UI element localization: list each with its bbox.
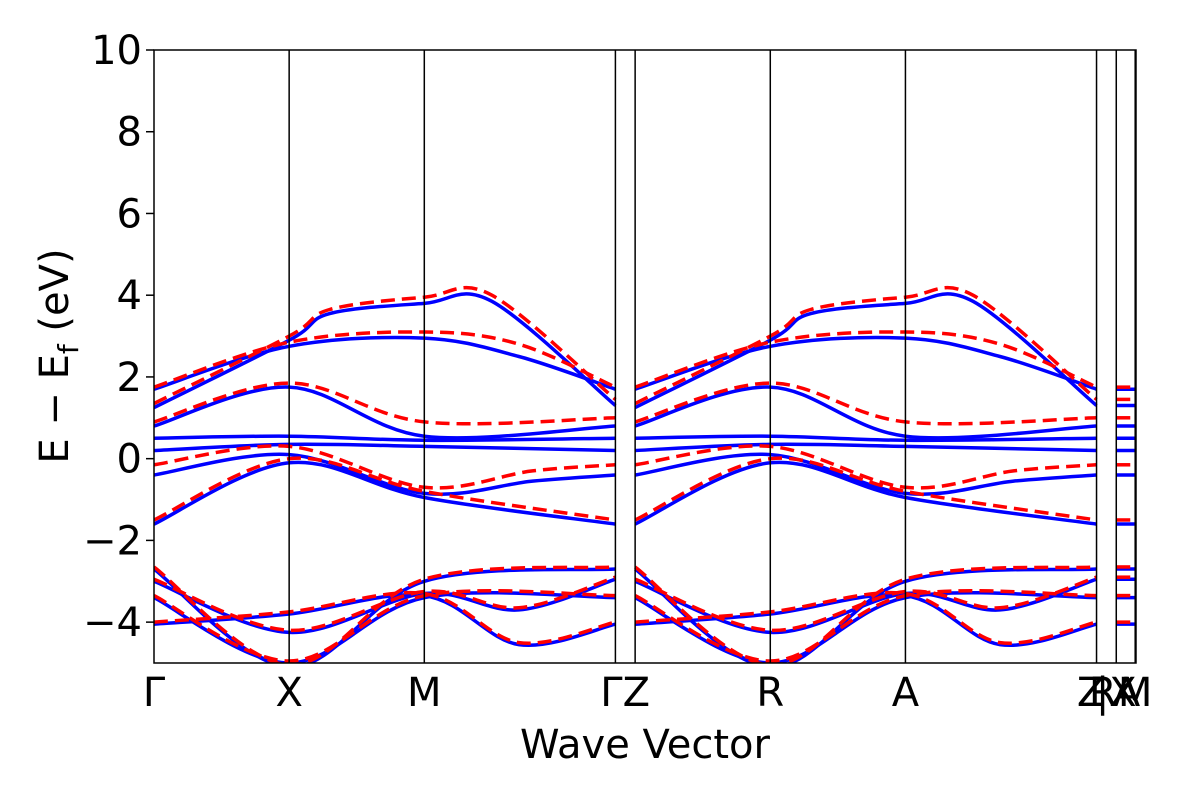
y-tick-label: 4 [117,273,142,319]
x-tick-label: A [1113,670,1141,716]
y-axis: −4 −2 0 2 4 6 8 10 [83,28,154,646]
y-axis-label-main: E − E [32,354,78,464]
x-tick-label: R [756,670,784,716]
band-dashed [634,565,1097,663]
x-tick-label: Z [1077,670,1104,716]
y-tick-label: −2 [83,518,142,564]
band-solid [634,452,1097,496]
band-solid [635,442,1097,453]
x-tick-label: R [1089,670,1117,716]
band-solid [634,385,1097,440]
y-tick-label: −4 [83,600,142,646]
band-solid [634,460,1097,526]
band-dashed [634,381,1097,426]
y-tick-label: 8 [117,110,142,156]
band-solid [154,460,616,526]
band-dashed [154,575,616,633]
x-tick-label: A [892,670,920,716]
plot-frame [153,49,1137,664]
band-solid [154,434,616,443]
band-solid [154,452,616,496]
y-axis-label-sub: f [52,343,85,354]
band-solid [154,577,616,635]
band-dashed [154,456,616,522]
y-tick-label: 10 [91,28,142,74]
y-tick-label: 6 [117,191,142,237]
band-dashed [634,589,1097,663]
x-axis-label: Wave Vector [520,722,771,768]
x-tick-label: M [1118,670,1153,716]
band-dashed [634,456,1097,522]
band-dashed [634,444,1097,490]
band-solid [635,434,1097,443]
band-solid [154,385,616,440]
band-dashed [634,330,1098,389]
y-tick-label: 0 [117,437,142,483]
band-dashed [154,330,617,389]
x-tick-label: ΓZ [600,670,650,716]
kpoint-lines [288,50,1136,663]
band-solid [634,577,1098,635]
band-solid [154,442,616,453]
x-tick-label: M [407,670,442,716]
x-tick-label: |X [1096,670,1137,716]
bands-layer [154,285,1136,663]
band-dashed [154,589,616,663]
plot-area [154,50,1136,663]
y-tick-label: 2 [117,355,142,401]
x-tick-label: Γ [143,670,166,716]
band-dashed [154,565,616,663]
x-tick-label: X [275,670,302,716]
band-dashed [154,444,616,490]
y-axis-label: E − Ef (eV) [32,248,85,463]
y-axis-label-unit: (eV) [32,248,78,344]
x-axis: Γ X M ΓZ R A ZR|XAM [143,670,1153,716]
band-solid [154,335,616,391]
band-solid [634,335,1098,391]
band-dashed [154,381,616,426]
band-dashed [634,575,1098,633]
